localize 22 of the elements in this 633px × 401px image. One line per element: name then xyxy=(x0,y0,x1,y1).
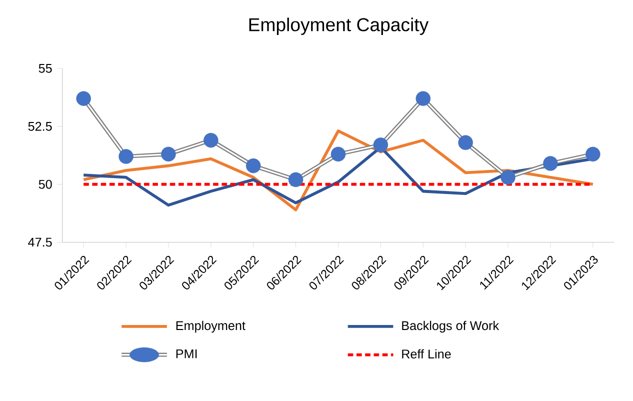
point xyxy=(118,149,134,164)
legend-label: Backlogs of Work xyxy=(402,320,500,333)
point xyxy=(76,91,91,106)
point xyxy=(246,158,261,174)
legend-label: PMI xyxy=(176,349,197,358)
legend-label: Reff Line xyxy=(402,349,451,359)
point xyxy=(288,172,304,188)
point xyxy=(543,156,558,171)
y-tick-label: 55 xyxy=(38,64,52,73)
point xyxy=(373,138,388,152)
y-tick-label: 52.5 xyxy=(28,122,52,131)
point xyxy=(500,170,516,185)
legend-label: Employment xyxy=(176,320,246,333)
chart-title: Employment Capacity xyxy=(249,18,429,35)
point xyxy=(330,146,346,162)
point xyxy=(458,135,473,150)
point xyxy=(161,146,176,162)
point xyxy=(204,132,218,148)
point xyxy=(586,146,600,162)
point xyxy=(416,91,431,106)
y-tick-label: 50 xyxy=(38,180,52,189)
y-tick-label: 47.5 xyxy=(28,238,52,247)
